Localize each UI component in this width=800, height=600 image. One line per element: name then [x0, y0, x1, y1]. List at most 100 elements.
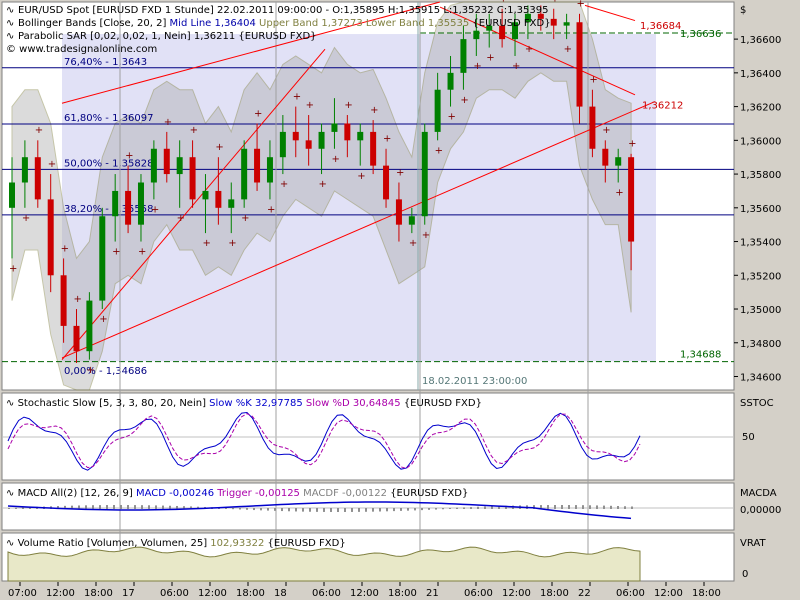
x-tick-label: 18:00 — [692, 588, 721, 599]
x-tick-label: 18 — [274, 588, 287, 599]
candle-body — [266, 157, 273, 183]
y-tick-label: 1,35000 — [740, 305, 781, 316]
macd-hist-bar — [148, 505, 150, 509]
sar-dot: + — [331, 154, 339, 165]
x-tick-label: 18:00 — [540, 588, 569, 599]
sar-dot: + — [525, 44, 533, 55]
macd-hist-bar — [582, 505, 584, 509]
macd-hist-bar — [533, 505, 535, 509]
trend-level-label: 1,36684 — [640, 21, 681, 32]
sar-dot: + — [344, 100, 352, 111]
candle-body — [137, 182, 144, 225]
macd-hist-bar — [428, 508, 430, 510]
main-plot: 76,40% - 1,3643 61,80% - 1,36097 50,00% - … — [2, 0, 781, 581]
x-tick-label: 06:00 — [160, 588, 189, 599]
sar-dot: + — [577, 0, 585, 10]
stoch-right-label: SSTOC — [740, 398, 774, 409]
candle-body — [524, 13, 531, 23]
sar-dot: + — [370, 105, 378, 116]
candle-body — [86, 300, 93, 352]
sar-dot: + — [73, 294, 81, 305]
candle-body — [537, 13, 544, 19]
bollinger-title: Bollinger Bands [Close, 20, 2] — [18, 18, 166, 29]
sar-dot: + — [164, 117, 172, 128]
stoch-d-label: Slow %D 30,64845 — [306, 398, 401, 409]
x-tick-label: 12:00 — [350, 588, 379, 599]
stoch-src: {EURUSD FXD} — [404, 398, 482, 409]
sar-dot: + — [112, 247, 120, 258]
macd-hist-bar — [134, 505, 136, 509]
y-tick-label: 1,36000 — [740, 136, 781, 147]
trendline-upper — [61, 1, 441, 104]
candle-body — [47, 199, 54, 276]
macd-line — [7, 501, 632, 520]
sar-dot: + — [615, 188, 623, 199]
candle-body — [628, 157, 635, 242]
macd-hist-bar — [547, 505, 549, 509]
stoch-tick: 50 — [742, 432, 755, 443]
macd-hist-bar — [99, 505, 101, 509]
macd-hist-bar — [617, 506, 619, 509]
macd-hist-bar — [127, 505, 129, 509]
fib-label: 0,00% - 1,34686 — [64, 366, 147, 377]
stoch-k-line — [7, 411, 641, 471]
volume-ratio-area — [7, 546, 641, 582]
resistance-level-label: 1,36636 — [680, 29, 721, 40]
macd-hist-bar — [365, 508, 367, 512]
macd-hist-bar — [176, 505, 178, 509]
sar-dot: + — [383, 134, 391, 145]
indicator-icon: ∿ — [6, 488, 18, 499]
x-tick-label: 12:00 — [502, 588, 531, 599]
macd-hist-bar — [162, 505, 164, 509]
indicator-icon: ∿ — [6, 31, 14, 42]
sar-dot: + — [589, 75, 597, 86]
macd-hist-bar — [344, 508, 346, 512]
fib-label: 50,00% - 1,35828 — [64, 158, 153, 169]
candle-body — [421, 131, 428, 217]
sar-dot: + — [628, 139, 636, 150]
candle-body — [486, 25, 493, 31]
fib-label: 61,80% - 1,36097 — [64, 113, 153, 124]
sar-dot: + — [602, 125, 610, 136]
macd-hist-bar — [183, 506, 185, 509]
candle-body — [150, 148, 157, 183]
y-tick-label: 1,34800 — [740, 339, 781, 350]
macd-hist-bar — [386, 508, 388, 512]
macd-hist-bar — [169, 505, 171, 509]
candle-body — [434, 89, 441, 132]
sar-dot: + — [306, 100, 314, 111]
sar-dot: + — [422, 230, 430, 241]
candle-body — [344, 123, 351, 141]
sar-dot: + — [280, 179, 288, 190]
macd-hist-bar — [106, 505, 108, 509]
fib-label: 76,40% - 1,3643 — [64, 57, 147, 68]
macd-hist-label: MACDF -0,00122 — [303, 488, 387, 499]
macd-hist-bar — [337, 508, 339, 512]
macd-hist-bar — [225, 507, 227, 509]
fib-area — [62, 34, 656, 362]
macd-hist-bar — [29, 507, 31, 509]
stoch-k-label: Slow %K 32,97785 — [209, 398, 303, 409]
macd-hist-bar — [288, 508, 290, 512]
bollinger-src-label: {EURUSD FXD} — [472, 18, 550, 29]
sar-dot: + — [460, 95, 468, 106]
candle-body — [163, 148, 170, 175]
sar-dot: + — [499, 0, 507, 5]
volume-title: Volume Ratio [Volumen, Volumen, 25] — [18, 538, 208, 549]
macd-hist-bar — [435, 508, 437, 510]
fib-label: 38,20% - 1,35558 — [64, 204, 153, 215]
indicator-icon: ∿ — [6, 18, 14, 29]
bollinger-band-area — [11, 1, 632, 391]
candle-body — [60, 275, 67, 326]
y-tick-label: 1,35600 — [740, 204, 781, 215]
macd-hist-bar — [498, 506, 500, 509]
sar-dot: + — [241, 213, 249, 224]
channel-line — [61, 48, 326, 360]
macd-hist-bar — [554, 505, 556, 509]
candle-body — [176, 157, 183, 175]
svg-text:∿ Volume Ratio [Volumen, Volum: ∿ Volume Ratio [Volumen, Volumen, 25] 10… — [6, 538, 346, 549]
macd-hist-bar — [302, 508, 304, 512]
x-tick-label: 06:00 — [464, 588, 493, 599]
candle-body — [460, 39, 467, 73]
macd-hist-bar — [309, 508, 311, 512]
